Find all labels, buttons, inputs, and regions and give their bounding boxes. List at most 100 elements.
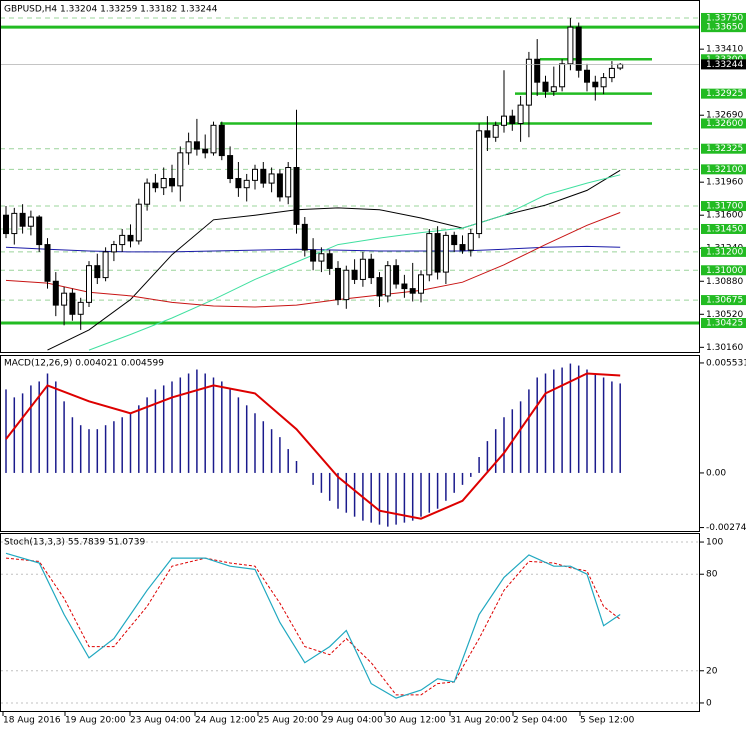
- candle-body: [359, 258, 366, 280]
- y-tick-label: 1.31600: [706, 211, 743, 221]
- candle-body: [169, 178, 175, 187]
- candle-body: [509, 115, 516, 124]
- candle-body: [542, 81, 549, 92]
- candle-body: [94, 265, 101, 279]
- level-label: 1.31200: [706, 247, 743, 257]
- candle-body: [36, 216, 43, 246]
- candle-body: [210, 124, 217, 154]
- moving-average: [88, 174, 621, 351]
- level-label: 1.32925: [706, 89, 743, 99]
- candle-body: [343, 269, 350, 301]
- x-tick-label: 2 Sep 04:00: [513, 716, 568, 726]
- panel-plot: [1, 541, 700, 704]
- candle-body: [19, 212, 26, 227]
- candle-body: [69, 292, 76, 315]
- candle-body: [584, 69, 590, 83]
- candle-body: [276, 173, 283, 198]
- candle-body: [484, 130, 491, 138]
- price-panel-frame: [0, 0, 700, 353]
- level-label: 1.32325: [706, 144, 743, 154]
- y-tick-label: 0.00: [706, 468, 726, 478]
- candle-body: [268, 173, 275, 184]
- stoch-title: Stoch(13,3,3) 55.7839 51.0739: [4, 538, 145, 548]
- level-label-box: [701, 88, 746, 99]
- candle-body: [318, 253, 325, 262]
- x-tick-label: 25 Aug 20:00: [258, 716, 319, 726]
- x-tick-label: 24 Aug 12:00: [195, 716, 256, 726]
- candle-body: [119, 234, 126, 246]
- level-label-box: [701, 295, 746, 306]
- candle-body: [467, 233, 474, 251]
- x-tick-label: 29 Aug 04:00: [322, 716, 383, 726]
- moving-average: [5, 212, 621, 308]
- x-tick-label: 5 Sep 12:00: [580, 716, 635, 726]
- candle-body: [368, 258, 375, 279]
- x-tick-label: 18 Aug 2016: [3, 716, 61, 726]
- last-price-label: 1.33244: [706, 60, 743, 70]
- level-label: 1.31700: [706, 202, 743, 212]
- candle-body: [77, 301, 84, 315]
- candle-body: [52, 280, 59, 306]
- candle-body: [110, 244, 117, 253]
- level-label-box: [701, 318, 746, 329]
- candle-body: [426, 233, 433, 276]
- candle-body: [600, 77, 607, 88]
- candle-body: [310, 249, 317, 262]
- level-label-box: [701, 265, 746, 276]
- y-tick-label: 100: [706, 538, 723, 548]
- candle-body: [135, 203, 142, 242]
- candle-body: [293, 167, 300, 225]
- x-tick-label: 23 Aug 04:00: [130, 716, 191, 726]
- macd-signal: [5, 372, 621, 520]
- y-tick-label: 1.30520: [706, 310, 743, 320]
- moving-average: [5, 245, 621, 253]
- level-label: 1.30425: [706, 319, 743, 329]
- x-tick-label: 19 Aug 20:00: [65, 716, 126, 726]
- candle-body: [102, 251, 109, 279]
- level-label-box: [701, 164, 746, 175]
- x-tick-label: 31 Aug 20:00: [450, 716, 511, 726]
- macd-panel-frame: [0, 355, 700, 532]
- y-tick-label: 1.30160: [706, 343, 743, 353]
- candle-body: [351, 269, 358, 280]
- level-label-box: [701, 223, 746, 234]
- panel-plot: [5, 363, 621, 527]
- candle-body: [525, 58, 532, 106]
- candle-body: [393, 265, 400, 285]
- candle-body: [3, 214, 9, 235]
- level-label: 1.33650: [706, 23, 743, 33]
- stoch-panel-frame: [0, 533, 700, 712]
- y-tick-label: 1.32690: [706, 111, 743, 121]
- moving-average: [47, 169, 621, 351]
- candle-body: [144, 182, 151, 205]
- candle-body: [376, 277, 383, 297]
- candle-body: [517, 104, 524, 124]
- macd-title: MACD(12,26,9) 0.004021 0.004599: [4, 359, 164, 369]
- candle-body: [559, 63, 566, 88]
- level-label-box: [701, 54, 746, 65]
- y-tick-label: 1.33410: [706, 45, 743, 55]
- y-tick-label: 80: [706, 570, 718, 580]
- y-tick-label: 0.005531: [706, 358, 746, 368]
- level-label: 1.31450: [706, 224, 743, 234]
- level-label-box: [701, 201, 746, 212]
- candle-body: [418, 274, 424, 294]
- candle-body: [534, 58, 541, 83]
- candle-body: [152, 182, 159, 189]
- candle-body: [617, 63, 624, 69]
- candle-body: [575, 26, 582, 71]
- level-label-box: [701, 118, 746, 129]
- candle-body: [501, 115, 507, 126]
- price-title: GBPUSD,H4 1.33204 1.33259 1.33182 1.3324…: [4, 5, 218, 15]
- candle-body: [260, 168, 267, 184]
- candle-body: [442, 234, 449, 273]
- candle-body: [401, 283, 408, 290]
- plot-layer: [1, 17, 700, 704]
- level-label: 1.30675: [706, 296, 743, 306]
- candle-body: [61, 292, 68, 306]
- y-tick-label: 1.31960: [706, 178, 743, 188]
- level-label: 1.33750: [706, 13, 743, 23]
- candle-body: [227, 155, 234, 180]
